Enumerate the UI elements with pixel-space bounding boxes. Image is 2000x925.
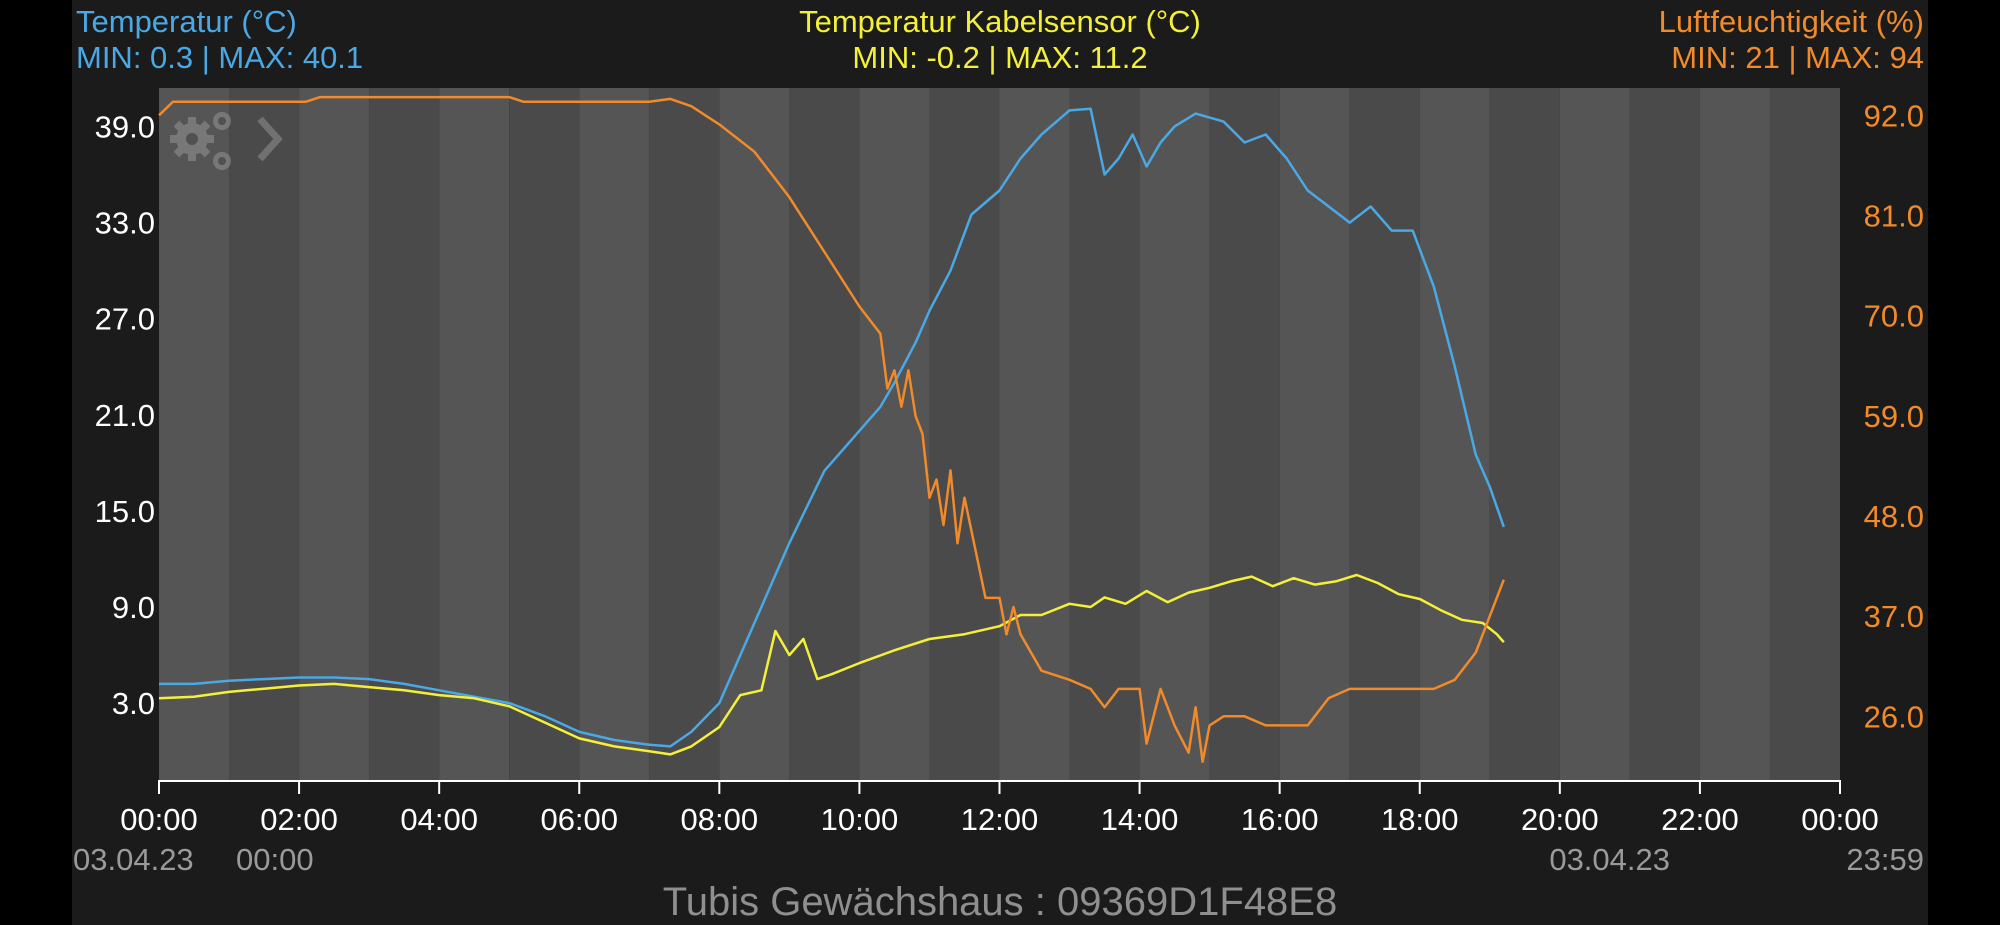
x-tick-label: 04:00	[400, 802, 478, 837]
x-tick-label: 10:00	[821, 802, 899, 837]
hour-band	[1559, 88, 1630, 780]
y-left-tick-label: 39.0	[95, 109, 155, 144]
hour-band	[299, 88, 370, 780]
hour-band	[579, 88, 650, 780]
cable-sensor-line	[158, 573, 1505, 756]
x-tick-label: 16:00	[1241, 802, 1319, 837]
y-right-tick-label: 81.0	[1864, 198, 1924, 233]
y-left-tick-label: 33.0	[95, 206, 155, 241]
cable-sensor-legend-range: MIN: -0.2 | MAX: 11.2	[852, 40, 1148, 75]
cable-sensor-legend-title: Temperatur Kabelsensor (°C)	[799, 4, 1201, 39]
hour-band	[1769, 88, 1840, 780]
hour-band	[1279, 88, 1350, 780]
hour-band	[159, 88, 230, 780]
humidity-legend-title: Luftfeuchtigkeit (%)	[1658, 4, 1924, 39]
series-lines	[158, 95, 1505, 764]
y-left-tick-label: 3.0	[112, 686, 155, 721]
settings-toolbar[interactable]	[168, 105, 308, 175]
chevron-right-icon[interactable]	[257, 116, 283, 162]
hour-band	[369, 88, 440, 780]
start-date: 03.04.23	[73, 842, 194, 877]
end-time: 23:59	[1846, 842, 1924, 877]
y-left-tick-label: 9.0	[112, 590, 155, 625]
x-tick-label: 20:00	[1521, 802, 1599, 837]
axes: 00:00 02:00 04:00 06:00 08:00 10:00 12:00 14:00…	[95, 98, 1924, 837]
y-right-tick-label: 37.0	[1864, 599, 1924, 634]
temperature-legend-title: Temperatur (°C)	[76, 4, 297, 39]
hour-band	[719, 88, 790, 780]
x-tick-label: 22:00	[1661, 802, 1739, 837]
x-tick-label: 02:00	[260, 802, 338, 837]
device-title: Tubis Gewächshaus : 09369D1F48E8	[662, 880, 1338, 924]
y-left-tick-label: 15.0	[95, 494, 155, 529]
temperature-legend-range: MIN: 0.3 | MAX: 40.1	[76, 40, 364, 75]
hour-band	[1699, 88, 1770, 780]
hour-band	[859, 88, 930, 780]
y-right-tick-label: 59.0	[1864, 399, 1924, 434]
hour-band	[1349, 88, 1420, 780]
temperature-legend: Temperatur (°C) MIN: 0.3 | MAX: 40.1	[76, 4, 363, 76]
hour-band	[789, 88, 860, 780]
hour-band	[649, 88, 720, 780]
y-right-tick-label: 48.0	[1864, 499, 1924, 534]
humidity-legend: Luftfeuchtigkeit (%) MIN: 21 | MAX: 94	[1659, 4, 1924, 76]
hour-band	[1139, 88, 1210, 780]
cable-sensor-legend: Temperatur Kabelsensor (°C) MIN: -0.2 | …	[799, 4, 1201, 76]
hour-band	[1069, 88, 1140, 780]
x-tick-label: 18:00	[1381, 802, 1459, 837]
hour-band	[999, 88, 1070, 780]
end-date: 03.04.23	[1549, 842, 1670, 877]
x-tick-label: 08:00	[681, 802, 759, 837]
hour-band	[509, 88, 580, 780]
x-tick-label: 00:00	[1801, 802, 1879, 837]
hour-band	[229, 88, 300, 780]
hour-band	[1629, 88, 1700, 780]
temperature-line	[159, 107, 1505, 748]
humidity-legend-range: MIN: 21 | MAX: 94	[1671, 40, 1924, 75]
y-left-tick-label: 27.0	[95, 302, 155, 337]
x-tick-label: 14:00	[1101, 802, 1179, 837]
hour-band	[1419, 88, 1490, 780]
y-right-tick-label: 26.0	[1864, 699, 1924, 734]
hour-band	[439, 88, 510, 780]
hour-band	[1209, 88, 1280, 780]
gears-icon[interactable]	[170, 112, 231, 170]
x-tick-label: 00:00	[120, 802, 198, 837]
background-bands	[159, 88, 1840, 780]
hour-band	[1489, 88, 1560, 780]
y-right-tick-label: 92.0	[1864, 98, 1924, 133]
x-tick-label: 06:00	[540, 802, 618, 837]
y-right-tick-label: 70.0	[1864, 299, 1924, 334]
y-left-tick-label: 21.0	[95, 398, 155, 433]
start-time: 00:00	[236, 842, 314, 877]
humidity-line	[158, 95, 1505, 764]
hour-band	[929, 88, 1000, 780]
x-tick-label: 12:00	[961, 802, 1039, 837]
